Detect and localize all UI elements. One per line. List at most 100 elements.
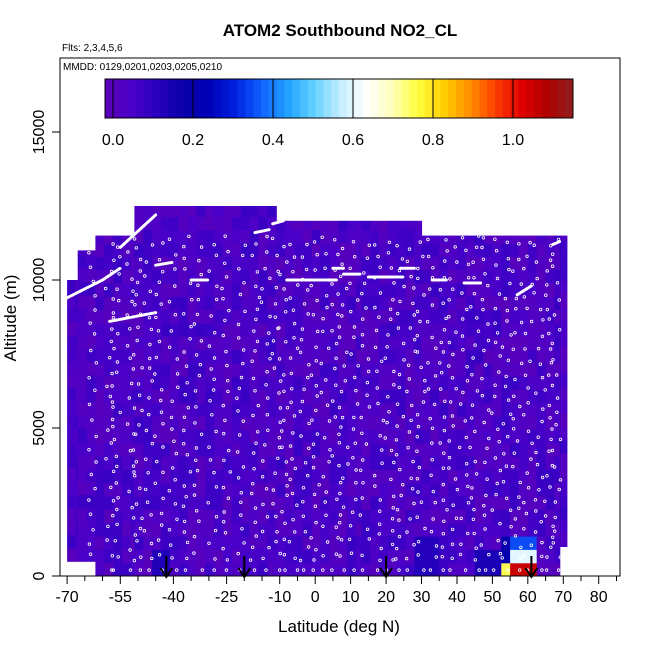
heatmap-cell — [285, 349, 295, 364]
heatmap-cell — [545, 416, 556, 431]
dates-label: MMDD: 0129,0201,0203,0205,0210 — [63, 62, 222, 73]
heatmap-cell — [474, 283, 485, 297]
heatmap-cell — [439, 309, 449, 324]
heatmap-cell — [510, 482, 520, 497]
heatmap-cell — [77, 401, 88, 416]
heatmap-cell — [231, 269, 242, 284]
profile-point — [92, 332, 97, 336]
heatmap-cell — [205, 349, 215, 364]
profile-point — [392, 494, 396, 498]
profile-point — [395, 424, 399, 428]
heatmap-cell — [178, 536, 189, 550]
heatmap-cell — [86, 494, 97, 509]
heatmap-cell — [152, 283, 162, 297]
heatmap-cell — [104, 456, 114, 470]
profile-point — [401, 483, 405, 487]
heatmap-cell — [302, 389, 313, 404]
heatmap-cell — [143, 536, 153, 550]
heatmap-cell — [379, 536, 389, 550]
heatmap-cell — [249, 376, 260, 391]
colorbar-swatch — [432, 79, 441, 118]
heatmap-cell — [77, 481, 88, 496]
colorbar-swatch — [229, 79, 239, 118]
heatmap-cell — [311, 220, 322, 231]
profile-point — [133, 533, 137, 537]
heatmap-cell — [510, 336, 520, 351]
profile-point — [278, 272, 282, 277]
colorbar-swatch — [565, 79, 574, 118]
heatmap-cell — [320, 469, 330, 484]
profile-point — [555, 373, 559, 377]
heatmap-cell — [258, 416, 268, 431]
heatmap-cell — [536, 509, 547, 524]
sounding-arrows — [159, 556, 539, 579]
heatmap-cell — [439, 416, 449, 431]
heatmap-cell — [187, 482, 198, 497]
profile-point — [558, 328, 562, 332]
heatmap-cell — [457, 235, 467, 244]
profile-point — [386, 251, 391, 255]
heatmap-cell — [370, 429, 380, 444]
heatmap-cell — [258, 522, 268, 537]
profile-point — [111, 405, 115, 409]
heatmap-cell — [421, 469, 431, 484]
heatmap-cell — [519, 349, 529, 364]
heatmap-cell — [130, 402, 135, 417]
profile-point — [225, 363, 229, 368]
heatmap-cell — [104, 256, 114, 271]
heatmap-cell — [86, 321, 97, 336]
heatmap-cell — [355, 269, 362, 284]
heatmap-cell — [152, 256, 162, 271]
heatmap-cell — [347, 482, 357, 497]
heatmap-cell — [161, 442, 171, 457]
heatmap-cell — [396, 296, 407, 311]
heatmap-cell — [152, 416, 162, 431]
profile-point — [330, 282, 334, 286]
heatmap-cell — [67, 494, 77, 509]
heatmap-cell — [492, 482, 502, 497]
profile-point — [338, 513, 343, 517]
profile-point — [257, 295, 262, 300]
heatmap-cell — [258, 549, 268, 564]
profile-point — [377, 522, 382, 526]
heatmap-cell — [258, 429, 268, 444]
heatmap-cell — [510, 402, 520, 417]
profile-point — [167, 345, 172, 349]
profile-point — [447, 364, 451, 368]
heatmap-cell — [559, 306, 568, 321]
heatmap-cell — [161, 416, 171, 431]
profile-point — [111, 316, 116, 320]
profile-point — [182, 428, 186, 433]
heatmap-cell — [178, 206, 189, 217]
heatmap-cell — [302, 456, 313, 470]
profile-point — [465, 365, 469, 369]
profile-point — [385, 420, 389, 425]
heatmap-cell — [223, 536, 233, 550]
heatmap-cell — [396, 536, 407, 550]
heatmap-cell — [67, 507, 77, 522]
heatmap-cell — [134, 442, 144, 457]
profile-point — [392, 460, 396, 465]
profile-point — [338, 521, 342, 525]
heatmap-cell — [178, 416, 189, 431]
profile-point — [501, 422, 505, 426]
heatmap-cell — [113, 389, 123, 404]
profile-point — [267, 545, 271, 550]
heatmap-cell — [338, 442, 348, 457]
profile-point — [196, 283, 200, 287]
heatmap-cell — [405, 402, 416, 417]
heatmap-cell — [554, 283, 561, 297]
heatmap-cell — [483, 469, 493, 484]
profile-point — [365, 393, 369, 397]
heatmap-cell — [387, 389, 398, 404]
profile-point — [504, 374, 508, 379]
heatmap-cell — [267, 469, 277, 484]
heatmap-cell — [439, 243, 449, 257]
heatmap-cell — [545, 402, 556, 417]
heatmap-cell — [293, 376, 304, 391]
heatmap-cell — [421, 243, 431, 257]
profile-point — [278, 406, 283, 410]
colorbar-swatch — [417, 79, 426, 118]
heatmap-cell — [554, 362, 561, 377]
heatmap-cell — [379, 296, 389, 311]
